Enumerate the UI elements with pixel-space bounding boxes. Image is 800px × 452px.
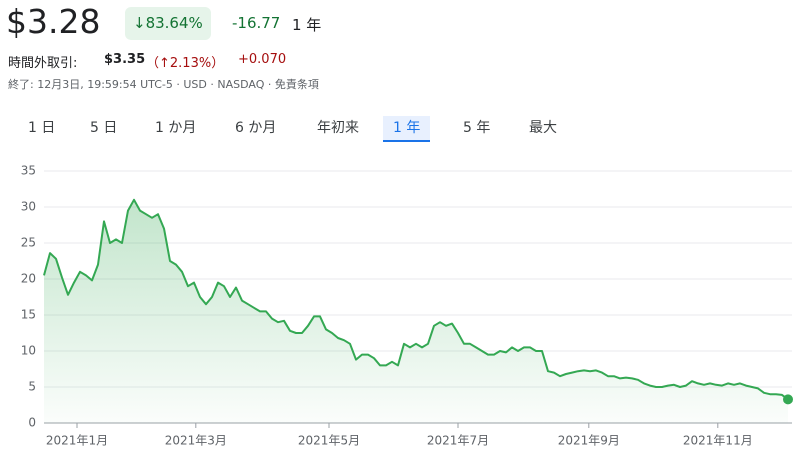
range-tab[interactable]: 6 か月	[235, 120, 277, 136]
y-tick-label: 35	[21, 164, 36, 178]
after-hours-price: $3.35	[104, 52, 146, 67]
area-fill	[44, 199, 788, 423]
x-tick-label: 2021年5月	[298, 434, 360, 448]
y-tick-label: 20	[21, 272, 36, 286]
range-tab[interactable]: 5 日	[90, 120, 118, 136]
range-tab[interactable]: 5 年	[463, 120, 491, 136]
x-tick-label: 2021年9月	[558, 434, 620, 448]
change: -16.77	[232, 14, 281, 32]
end-dot	[783, 394, 793, 405]
y-tick-label: 5	[28, 380, 36, 394]
range-tab[interactable]: 最大	[529, 120, 557, 136]
after-hours-pct: （↑2.13%）	[146, 56, 225, 71]
y-tick-label: 10	[21, 344, 36, 358]
after-hours-label: 時間外取引:	[8, 56, 78, 71]
footer: 終了: 12月3日, 19:59:54 UTC-5 · USD · NASDAQ…	[8, 78, 319, 91]
price: $3.28	[6, 2, 101, 41]
range-tab[interactable]: 年初来	[317, 120, 359, 136]
x-tick-label: 2021年1月	[46, 434, 108, 448]
y-tick-label: 0	[28, 416, 36, 430]
range-tab[interactable]: 1 日	[28, 120, 56, 136]
x-tick-label: 2021年11月	[683, 434, 753, 448]
y-tick-label: 15	[21, 308, 36, 322]
change-badge: ↓83.64%	[125, 7, 211, 40]
range-tab[interactable]: 1 か月	[155, 120, 197, 136]
x-tick-label: 2021年7月	[427, 434, 489, 448]
y-tick-label: 25	[21, 236, 36, 250]
price-line	[43, 198, 789, 401]
range-tab[interactable]: 1 年	[383, 116, 431, 142]
after-hours-change: +0.070	[238, 52, 287, 67]
y-tick-label: 30	[21, 200, 36, 214]
period: 1 年	[292, 16, 322, 34]
x-tick-label: 2021年3月	[165, 434, 227, 448]
